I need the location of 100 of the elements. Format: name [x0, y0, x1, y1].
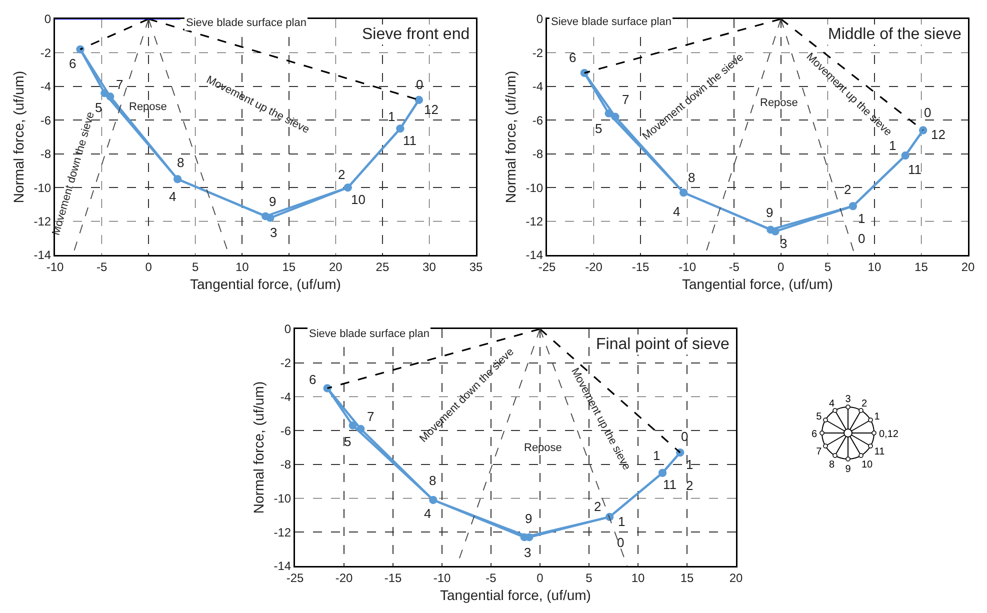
x-tick-label: -10 — [433, 570, 451, 585]
x-tick-label: 0 — [145, 260, 152, 274]
x-tick-label: 5 — [824, 260, 832, 274]
y-axis-title: Normal force, (uf/um) — [10, 70, 27, 204]
y-tick-label: -10 — [274, 491, 292, 506]
chart-title: Sieve front end — [362, 26, 470, 43]
text: 10 — [862, 459, 874, 470]
annotation: 4 — [169, 189, 176, 204]
text: 7 — [816, 446, 822, 458]
annotation: 12 — [424, 102, 438, 117]
y-tick-label: -12 — [526, 214, 544, 228]
annotation: 1 — [618, 514, 626, 529]
x-tick-label: -25 — [538, 260, 556, 274]
x-tick-label: 35 — [469, 260, 483, 274]
annotation: 5 — [344, 434, 352, 449]
text: 2 — [862, 398, 868, 410]
chart-title: Middle of the sieve — [828, 26, 962, 43]
annotation: 7 — [367, 409, 374, 424]
y-tick-label: -2 — [40, 46, 52, 60]
y-tick-label: -2 — [532, 46, 544, 60]
x-tick-label: 20 — [328, 260, 343, 274]
y-tick-label: 0 — [284, 322, 292, 336]
x-tick-label: -15 — [632, 260, 650, 274]
annotation: 8 — [429, 473, 436, 488]
annotation: 6 — [569, 50, 576, 65]
annotation: 11 — [908, 162, 922, 177]
x-tick-label: 15 — [680, 570, 694, 585]
y-tick-label: 0 — [536, 12, 544, 26]
y-tick-label: -6 — [40, 113, 52, 128]
annotation: 0 — [924, 105, 932, 120]
x-axis-title: Tangential force, (uf/um) — [682, 276, 833, 292]
x-tick-label: -20 — [335, 570, 353, 585]
y-tick-label: -4 — [280, 390, 292, 404]
annotation: 7 — [622, 92, 630, 107]
x-tick-label: -5 — [96, 260, 108, 274]
y-tick-label: 0 — [44, 12, 52, 26]
x-tick-label: 5 — [192, 260, 199, 274]
annotation: 12 — [931, 127, 946, 142]
y-tick-label: -8 — [280, 458, 292, 472]
x-tick-label: 25 — [376, 260, 390, 274]
annotation: Sieve blade surface plan — [186, 17, 306, 29]
annotation: Repose — [524, 442, 562, 454]
annotation: 7 — [116, 77, 124, 92]
chart-title: Final point of sieve — [596, 336, 730, 353]
x-tick-label: 20 — [961, 260, 975, 274]
text: 6 — [811, 429, 818, 440]
y-tick-label: -12 — [274, 525, 292, 540]
text: 5 — [816, 412, 822, 422]
annotation: 0 — [681, 429, 688, 444]
x-tick-label: 15 — [914, 260, 928, 274]
x-tick-label: 10 — [631, 570, 645, 585]
y-tick-label: -2 — [280, 356, 292, 370]
y-tick-label: -10 — [526, 180, 544, 195]
text: 9 — [845, 464, 852, 475]
annotation: 4 — [673, 204, 680, 219]
x-tick-label: -20 — [585, 260, 603, 274]
annotation: 3 — [524, 545, 532, 560]
y-tick-label: -14 — [526, 248, 544, 262]
annotation: 9 — [766, 205, 774, 220]
y-axis-title: Normal force, (uf/um) — [502, 70, 519, 204]
x-tick-label: 5 — [586, 570, 593, 585]
annotation: 6 — [309, 372, 316, 387]
x-tick-label: -15 — [384, 570, 402, 585]
x-axis-title: Tangential force, (uf/um) — [440, 586, 591, 603]
annotation: 8 — [688, 170, 696, 185]
x-tick-label: 20 — [729, 570, 743, 585]
annotation: Sieve blade surface plan — [551, 16, 672, 28]
annotation: Repose — [129, 101, 167, 113]
x-tick-label: -10 — [678, 260, 696, 274]
annotation: 1 — [858, 211, 866, 226]
x-axis-title: Tangential force, (uf/um) — [190, 276, 341, 292]
x-tick-label: -25 — [286, 570, 304, 585]
annotation: 2 — [594, 499, 602, 514]
annotation: 11 — [403, 133, 416, 148]
x-tick-label: 0 — [778, 260, 785, 274]
y-tick-label: -10 — [34, 180, 52, 195]
annotation: 0 — [617, 535, 624, 550]
annotation: 2 — [338, 167, 346, 182]
annotation: 3 — [270, 225, 278, 240]
x-tick-label: -5 — [486, 570, 497, 585]
y-tick-label: -8 — [40, 147, 52, 162]
annotation: 4 — [424, 506, 432, 521]
text: 8 — [828, 459, 835, 470]
y-tick-label: -14 — [34, 248, 52, 262]
annotation: 2 — [844, 182, 852, 197]
y-tick-label: -6 — [280, 424, 292, 438]
text: 1 — [874, 412, 880, 422]
annotation: 11 — [663, 477, 676, 492]
y-tick-label: -14 — [274, 559, 292, 574]
y-tick-label: -8 — [532, 147, 544, 162]
y-tick-label: -4 — [532, 80, 544, 94]
annotation: 6 — [69, 56, 76, 71]
annotation: 1 — [889, 138, 896, 153]
y-tick-label: -4 — [40, 80, 52, 94]
text: 4 — [828, 398, 835, 410]
annotation: 1 — [388, 109, 396, 124]
text: 11 — [874, 446, 886, 458]
text: 3 — [845, 394, 852, 405]
x-tick-label: 15 — [282, 260, 296, 274]
y-axis-title: Normal force, (uf/um) — [250, 381, 267, 514]
